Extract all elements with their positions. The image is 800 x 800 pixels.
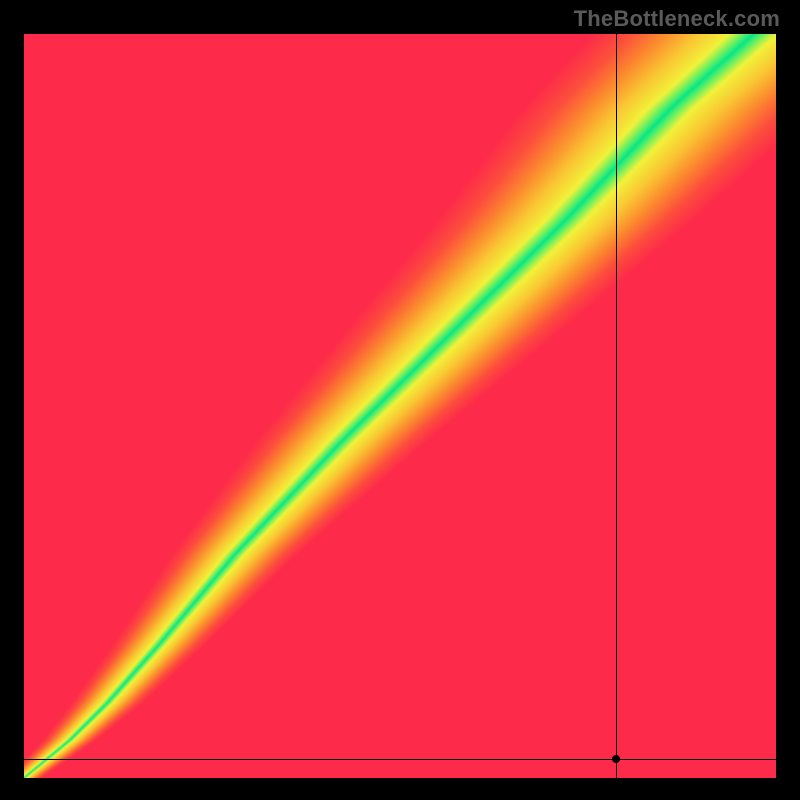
crosshair-vertical — [616, 34, 617, 778]
watermark-text: TheBottleneck.com — [574, 6, 780, 32]
heatmap-canvas — [24, 34, 776, 778]
heatmap-plot — [24, 34, 776, 778]
crosshair-horizontal — [24, 759, 776, 760]
crosshair-dot — [612, 755, 620, 763]
